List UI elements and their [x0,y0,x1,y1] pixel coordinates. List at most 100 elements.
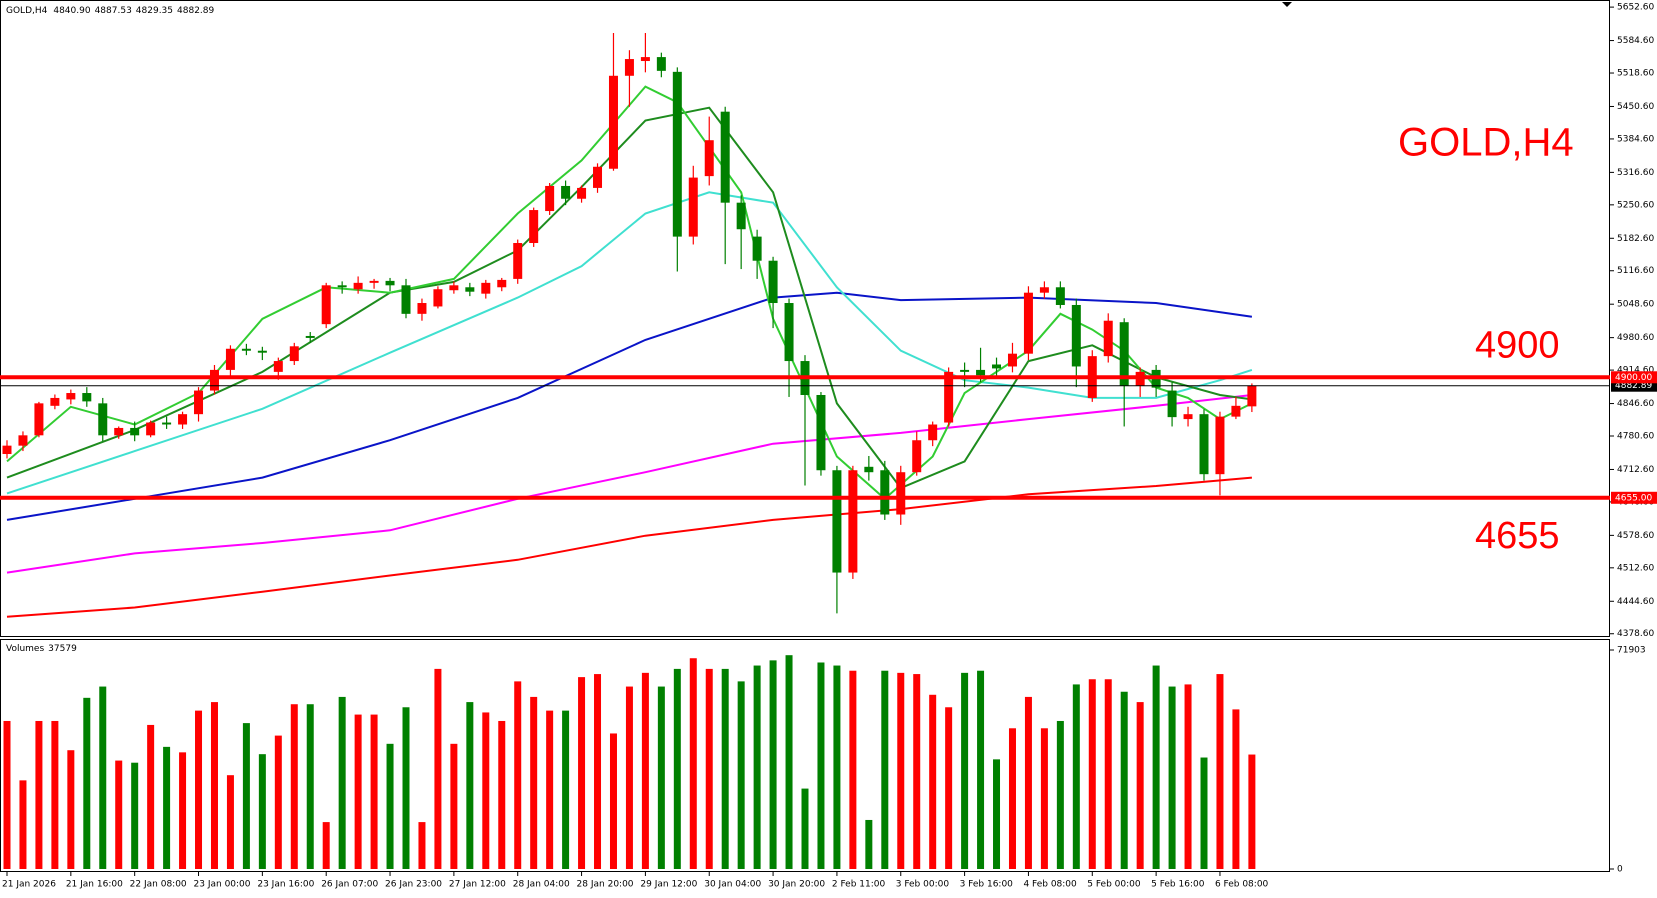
moving-average [6,106,1253,490]
candle-body [257,350,267,353]
volume-bar [897,672,905,869]
volume-bar [258,754,266,869]
volume-bar [817,662,825,869]
candle-body [561,185,571,199]
candle-body [1167,390,1177,418]
volume-bar [83,697,91,869]
volume-bar [785,655,793,869]
candle-body [736,202,746,230]
level-annotation: 4900 [1475,324,1560,366]
candle-body [912,440,922,473]
volume-tick-label: 71903 [1617,646,1646,656]
volume-bar [977,670,985,869]
volume-bar [338,696,346,869]
volume-bar [466,702,474,869]
x-tick-label: 30 Jan 04:00 [704,880,761,890]
volume-bar [1184,684,1192,869]
candle-body [497,279,507,288]
candle-body [1215,416,1225,475]
volume-bar [833,665,841,869]
candle-body [130,427,140,436]
level-label-box [1611,371,1657,384]
y-tick-label: 4780.60 [1617,432,1654,442]
moving-average [6,394,1253,574]
header: GOLD,H4 4840.90 4887.53 4829.35 4882.89 [6,6,215,16]
candle-body [241,348,251,351]
volume-bar [1120,691,1128,869]
volume-label: Volumes [6,644,44,654]
volume-header: Volumes 37579 [6,644,77,654]
y-tick-label: 5652.60 [1617,3,1654,13]
moving-average [6,476,1252,618]
volume-bar [1216,674,1224,869]
candle-body [1039,287,1049,293]
volume-bar [1008,728,1016,869]
candle-body [944,371,954,423]
x-tick-label: 2 Feb 11:00 [832,880,886,890]
volume-bar [147,724,155,869]
x-tick-label: 28 Jan 20:00 [577,880,634,890]
volume-bar [753,665,761,869]
volume-bar [322,822,330,869]
candle-body [704,140,714,177]
header-value: 4882.89 [177,6,214,16]
candle-body [2,445,12,455]
y-tick-label: 4444.60 [1617,597,1654,607]
y-tick-label: 5182.60 [1617,234,1654,244]
volume-pane [0,639,1610,872]
volume-bar [865,819,873,869]
x-tick-label: 6 Feb 08:00 [1215,880,1269,890]
candle-body [417,303,427,314]
candle-body [768,260,778,304]
volume-bar [849,670,857,869]
volume-bar [67,750,75,869]
volume-bar [594,674,602,869]
candle-body [992,364,1002,369]
volume-bar [1040,728,1048,869]
x-tick-label: 30 Jan 20:00 [768,880,825,890]
volume-bar [115,760,123,869]
x-tick-label: 26 Jan 07:00 [321,880,378,890]
volume-bar [274,735,282,869]
candle-body [178,414,188,425]
candle-body [321,285,331,325]
volume-bar [386,743,394,869]
candle-body [114,427,124,436]
candle-body [34,403,44,436]
header-value: 4840.90 [53,6,90,16]
candle-body [1247,385,1257,407]
candle-body [289,346,299,362]
volume-bar [290,704,298,869]
price-pane [0,0,1610,637]
candle-body [593,166,603,188]
volume-bar [1136,702,1144,869]
volume-bar [1088,679,1096,869]
candle-body [98,403,108,436]
y-tick-label: 4846.60 [1617,399,1654,409]
x-tick-label: 26 Jan 23:00 [385,880,442,890]
volume-bar [546,710,554,869]
candle-body [529,210,539,244]
candle-body [672,71,682,237]
header-value: 4829.35 [136,6,173,16]
y-tick-label: 5518.60 [1617,69,1654,79]
candle-body [369,280,379,283]
shift-marker [1282,2,1292,7]
candle-body [960,369,970,372]
y-tick-label: 5250.60 [1617,200,1654,210]
candle-body [1071,304,1081,367]
candle-body [162,422,172,425]
volume-bar [1072,684,1080,869]
candle-body [385,280,395,286]
y-tick-label: 5584.60 [1617,36,1654,46]
candle-body [640,57,650,62]
volume-bar [131,762,139,869]
candle-body [688,177,698,237]
volume-bar [673,668,681,869]
candle-body [784,303,794,362]
volume-bar [881,670,889,869]
volume-bar [1232,709,1240,869]
candle-body [401,285,411,314]
candle-body [1119,322,1129,386]
y-tick-label: 5384.60 [1617,134,1654,144]
